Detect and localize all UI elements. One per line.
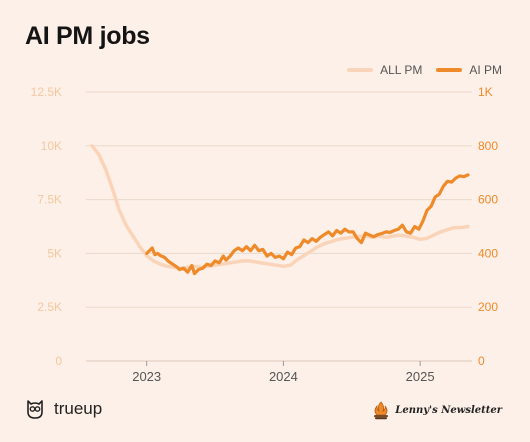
chart-title: AI PM jobs: [25, 22, 150, 50]
x-tick-label: 2025: [406, 369, 435, 384]
y-right-tick-label: 1K: [478, 85, 493, 99]
legend-label-ai-pm: AI PM: [469, 63, 502, 77]
lennys-newsletter-label: Lenny's Newsletter: [395, 404, 502, 416]
trueup-brand: trueup: [25, 398, 102, 420]
legend-item-ai-pm: AI PM: [436, 63, 502, 77]
lennys-newsletter-brand: Lenny's Newsletter: [372, 400, 502, 420]
owl-icon: [27, 400, 43, 419]
y-right-tick-label: 800: [478, 139, 498, 153]
legend-label-all-pm: ALL PM: [380, 63, 423, 77]
y-left-tick-label: 12.5K: [31, 85, 62, 99]
series-line-ai-pm: [145, 173, 470, 276]
legend-item-all-pm: ALL PM: [347, 63, 422, 77]
y-right-tick-label: 200: [478, 300, 498, 314]
chart-legend: ALL PM AI PM: [347, 63, 502, 77]
series-line-all-pm: [90, 144, 470, 271]
y-left-tick-label: 0: [55, 354, 62, 368]
campfire-icon: [374, 401, 389, 420]
y-left-tick-label: 10K: [41, 139, 62, 153]
trueup-label: trueup: [54, 399, 103, 418]
legend-swatch-ai-pm: [436, 68, 463, 72]
y-left-tick-label: 2.5K: [37, 300, 62, 314]
y-right-tick-label: 400: [478, 246, 498, 260]
y-left-tick-label: 5K: [47, 246, 62, 260]
y-right-tick-label: 600: [478, 193, 498, 207]
y-right-tick-label: 0: [478, 354, 485, 368]
line-chart: 0 0 2.5K 200 5K 400 7.5K 600 10K 800 12.5K 1K 2023 20…: [31, 85, 499, 384]
legend-swatch-all-pm: [347, 68, 374, 72]
x-tick-label: 2024: [269, 369, 298, 384]
y-left-tick-label: 7.5K: [37, 193, 62, 207]
x-tick-label: 2023: [132, 369, 161, 384]
